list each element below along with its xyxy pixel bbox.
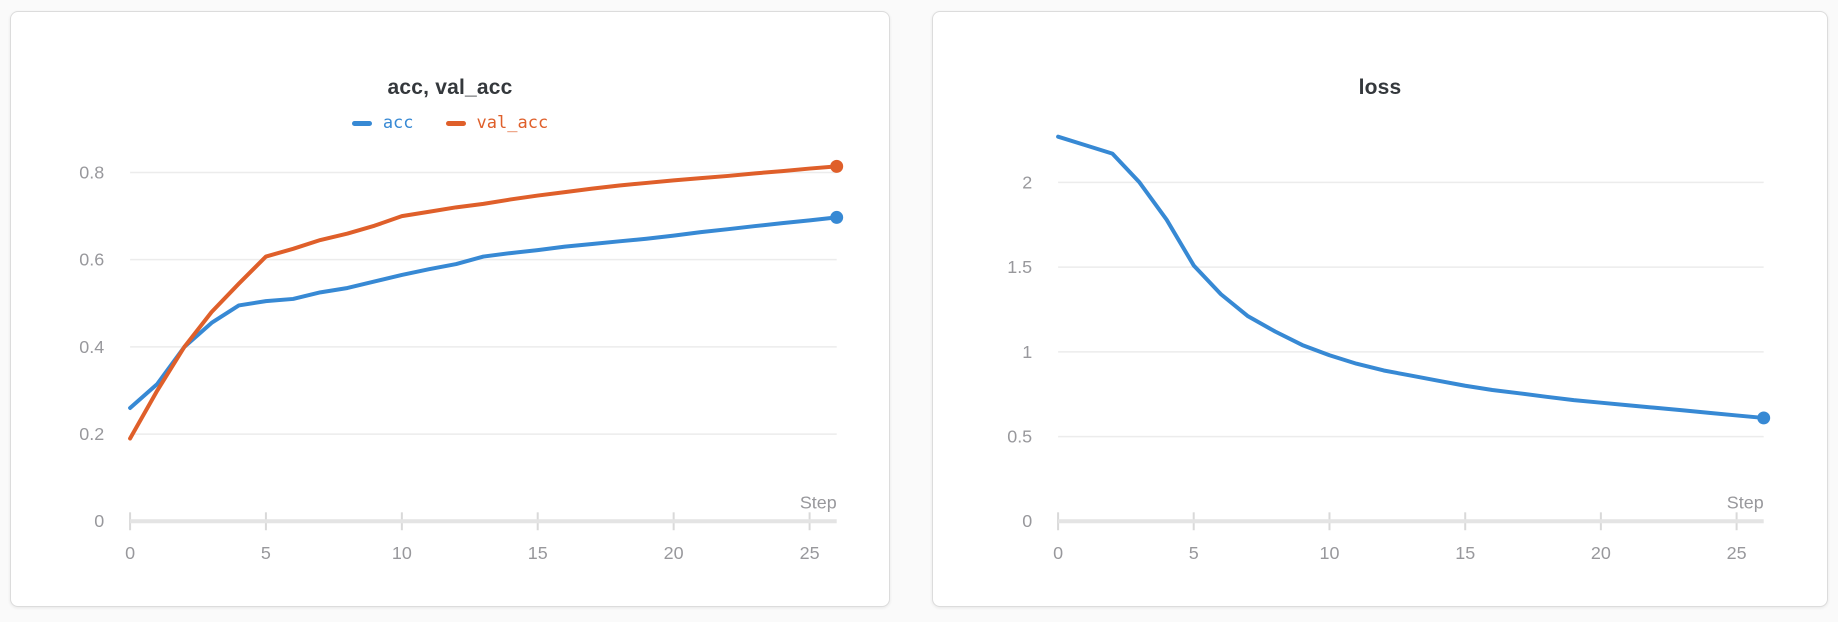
x-tick-label: 5 [261,543,271,563]
y-tick-label: 0.6 [79,250,104,270]
y-tick-label: 1.5 [1007,257,1032,277]
legend-item-acc: acc [351,113,414,133]
x-tick-label: 20 [664,543,684,563]
chart-title: acc, val_acc [387,76,513,99]
x-axis-title: Step [800,492,837,512]
x-tick-label: 0 [1053,543,1063,563]
legend-label-acc: acc [382,113,414,133]
y-tick-label: 0.2 [79,424,104,444]
series-line-loss [1056,134,1766,420]
x-tick-label: 5 [1189,543,1199,563]
y-tick-label: 0 [1022,511,1032,531]
x-tick-label: 25 [1727,543,1747,563]
x-tick-label: 0 [125,543,135,563]
y-tick-label: 0.5 [1007,427,1032,447]
y-tick-label: 2 [1022,172,1032,192]
x-tick-label: 10 [392,543,412,563]
x-tick-label: 15 [1455,543,1475,563]
x-tick-label: 15 [528,543,548,563]
series-endpoint-val_acc [830,159,844,173]
x-tick-label: 10 [1320,543,1340,563]
y-tick-label: 0.4 [79,337,104,357]
y-tick-label: 0 [94,511,104,531]
panel-acc-val-acc[interactable]: acc, val_acc acc val_acc 0 0.2 0.4 0.6 0.8 0 5… [10,11,890,607]
series-line-acc [128,215,839,410]
legend-swatch-acc [351,120,372,126]
y-tick-label: 0.8 [79,162,104,182]
chart-title: loss [1358,76,1402,99]
x-tick-label: 25 [800,543,820,563]
acc-chart-canvas[interactable]: 0 0.2 0.4 0.6 0.8 0 5 10 15 20 25 Step [11,12,889,606]
legend-label-val-acc: val_acc [476,113,549,133]
legend: acc val_acc [11,113,889,133]
y-tick-label: 1 [1022,342,1032,362]
legend-item-val-acc: val_acc [445,113,549,133]
x-axis-title: Step [1727,492,1764,512]
legend-swatch-val-acc [445,120,466,126]
series-endpoint-loss [1757,411,1771,425]
x-tick-label: 20 [1591,543,1611,563]
series-endpoint-acc [830,210,844,224]
series-line-val_acc [128,164,839,441]
panel-loss[interactable]: loss 0 0.5 1 1.5 2 0 5 10 15 20 25 Step [932,11,1828,607]
